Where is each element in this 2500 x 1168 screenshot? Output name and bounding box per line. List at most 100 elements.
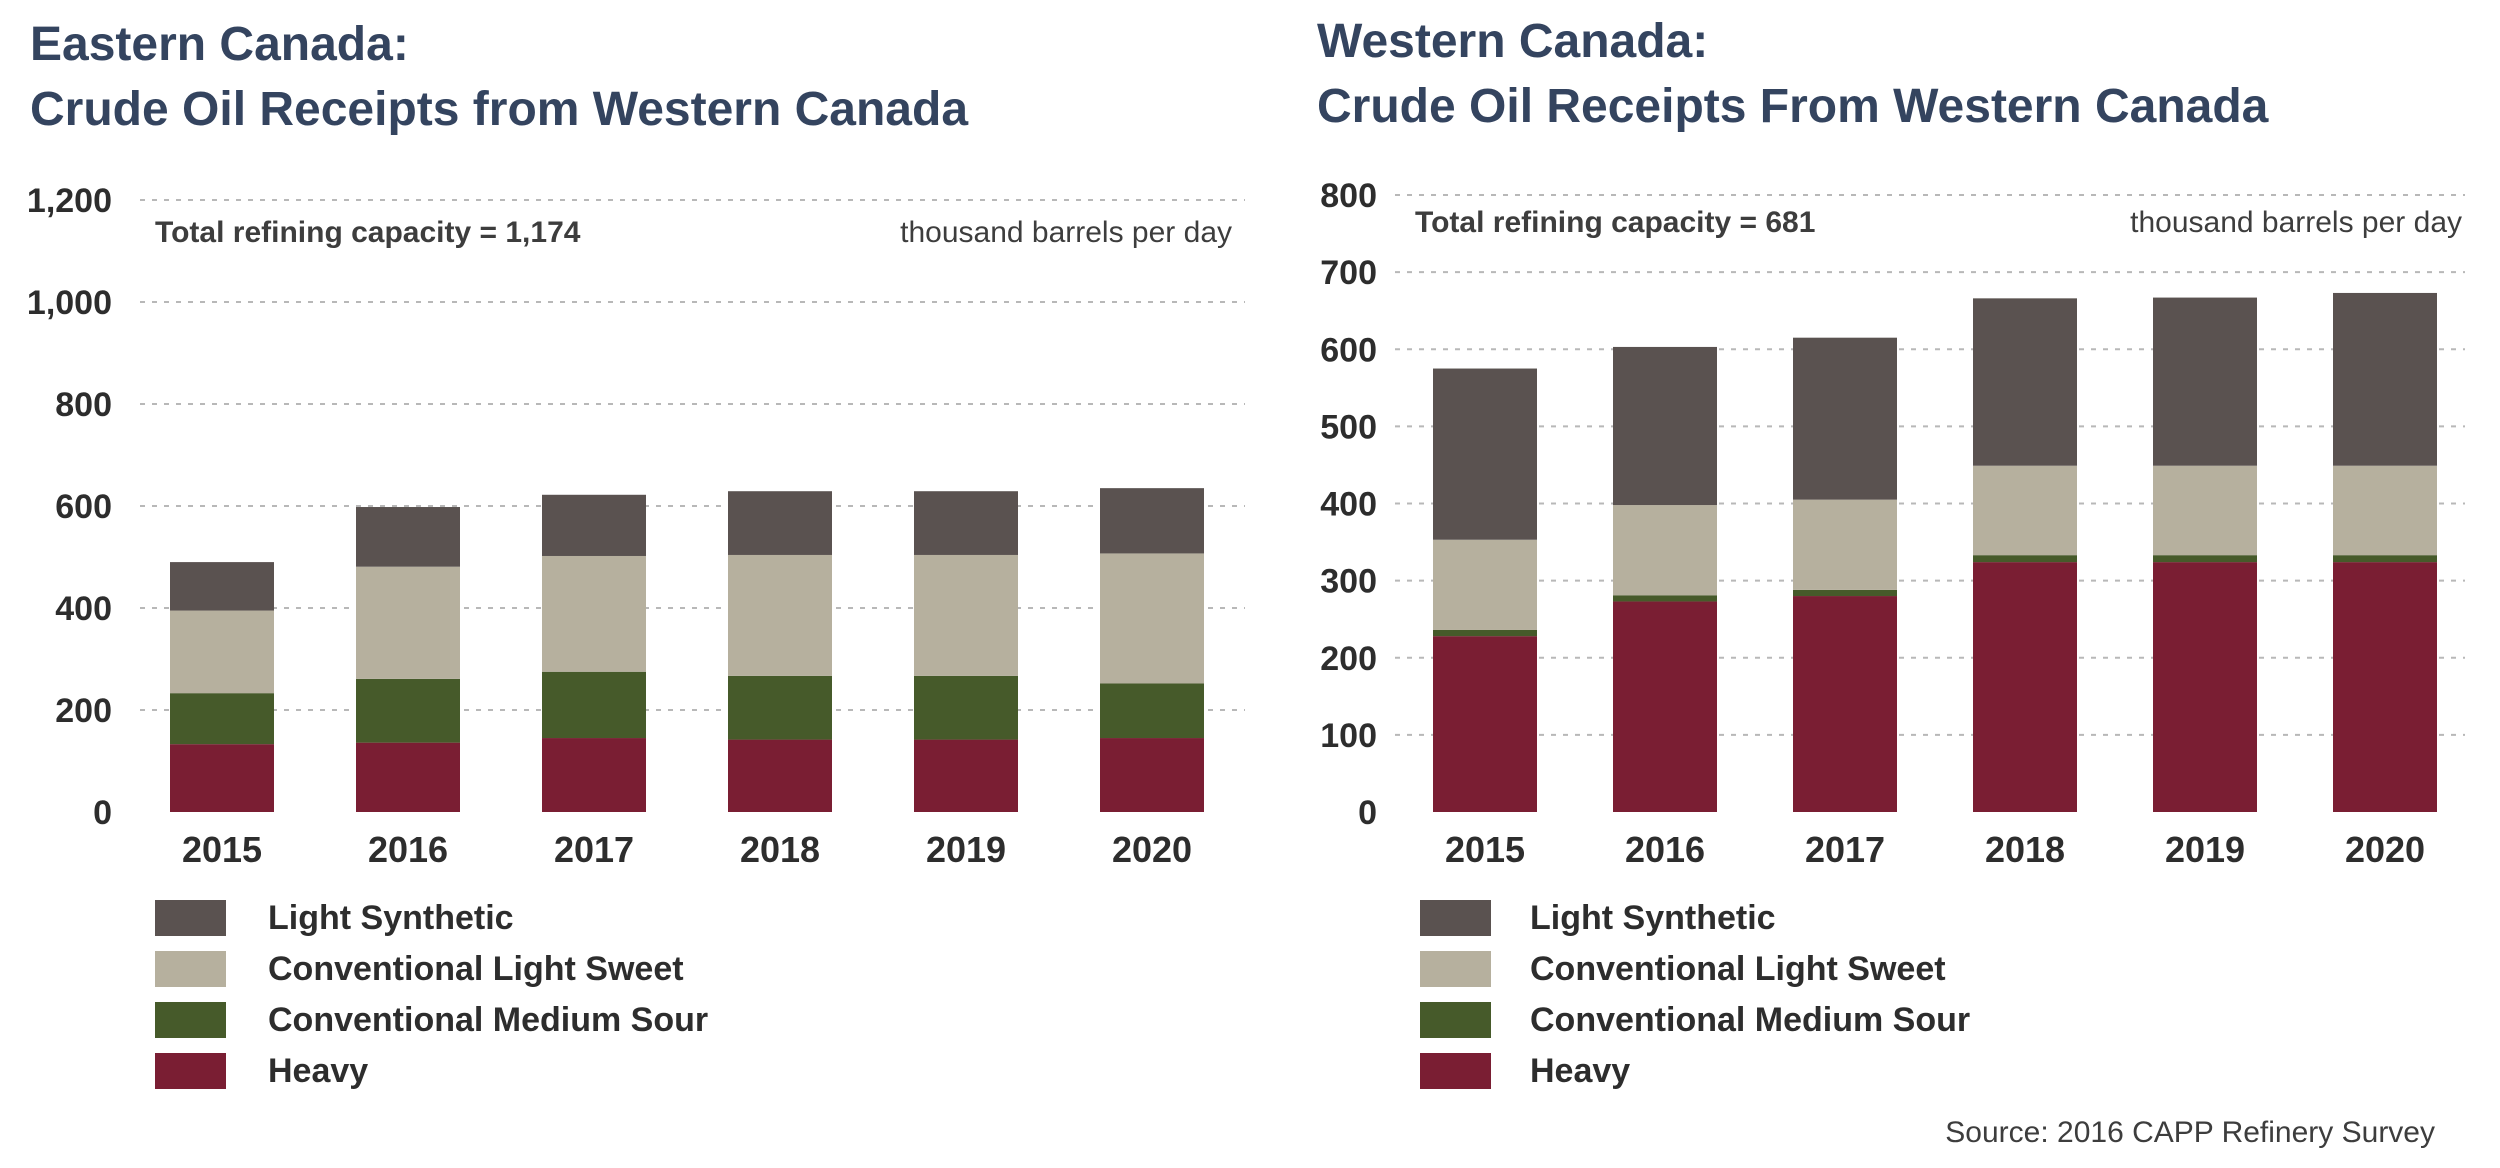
y-tick-label: 400 [1320, 486, 1377, 524]
bar-segment-conventional-light-sweet [914, 554, 1018, 676]
bar-segment-light-synthetic [1793, 337, 1897, 500]
bar-segment-light-synthetic [356, 507, 460, 567]
bar-segment-conventional-light-sweet [356, 566, 460, 679]
legend-swatch-heavy [1420, 1053, 1491, 1089]
legend-label-conventional-medium-sour: Conventional Medium Sour [268, 1001, 708, 1039]
bar-segment-light-synthetic [1973, 298, 2077, 466]
bar-segment-light-synthetic [1613, 346, 1717, 506]
bar-segment-conventional-light-sweet [728, 554, 832, 676]
chart-title-line1: Western Canada: [1317, 15, 1708, 68]
bar-segment-light-synthetic [1100, 488, 1204, 554]
bar-segment-conventional-medium-sour [728, 675, 832, 740]
x-tick-label: 2019 [926, 829, 1006, 870]
bar-segment-light-synthetic [542, 494, 646, 556]
eastern-canada-chart: Eastern Canada: Crude Oil Receipts from … [27, 18, 1245, 1090]
bar-segment-conventional-medium-sour [170, 693, 274, 745]
chart-title-line2: Crude Oil Receipts From Western Canada [1317, 80, 2269, 133]
x-tick-label: 2015 [182, 829, 262, 870]
x-tick-label: 2017 [1805, 829, 1885, 870]
bar-segment-conventional-medium-sour [1973, 555, 2077, 563]
x-tick-label: 2020 [1112, 829, 1192, 870]
bar-segment-conventional-medium-sour [2333, 555, 2437, 563]
legend-label-heavy: Heavy [1530, 1052, 1630, 1090]
y-tick-label: 300 [1320, 563, 1377, 601]
bar-segment-conventional-light-sweet [2333, 465, 2437, 556]
y-tick-label: 200 [55, 692, 112, 730]
bar-segment-conventional-medium-sour [914, 675, 1018, 740]
bar-segment-conventional-medium-sour [1613, 595, 1717, 602]
chart-title-line2: Crude Oil Receipts from Western Canada [30, 83, 968, 136]
y-tick-label: 200 [1320, 640, 1377, 678]
legend-swatch-conventional-light-sweet [155, 951, 226, 987]
bar-segment-heavy [1100, 738, 1204, 812]
y-tick-label: 1,200 [27, 182, 112, 220]
x-tick-label: 2017 [554, 829, 634, 870]
legend-label-light-synthetic: Light Synthetic [268, 899, 514, 937]
y-tick-label: 0 [1358, 794, 1377, 832]
bar-segment-heavy [728, 739, 832, 812]
bar-segment-conventional-light-sweet [1793, 499, 1897, 590]
bar-segment-conventional-medium-sour [2153, 555, 2257, 563]
legend-label-conventional-medium-sour: Conventional Medium Sour [1530, 1001, 1970, 1039]
legend-swatch-conventional-medium-sour [1420, 1002, 1491, 1038]
bar-segment-conventional-medium-sour [1100, 683, 1204, 739]
bar-segment-conventional-light-sweet [542, 555, 646, 672]
y-tick-label: 500 [1320, 408, 1377, 446]
units-label: thousand barrels per day [2130, 206, 2462, 239]
western-canada-chart: Western Canada: Crude Oil Receipts From … [1317, 15, 2465, 1090]
bar-segment-conventional-light-sweet [2153, 465, 2257, 556]
bar-segment-light-synthetic [1433, 368, 1537, 540]
y-tick-label: 100 [1320, 717, 1377, 755]
bar-segment-heavy [356, 742, 460, 812]
legend-swatch-conventional-light-sweet [1420, 951, 1491, 987]
legend-label-light-synthetic: Light Synthetic [1530, 899, 1776, 937]
legend-swatch-light-synthetic [1420, 900, 1491, 936]
units-label: thousand barrels per day [900, 216, 1232, 249]
y-tick-label: 400 [55, 590, 112, 628]
x-tick-label: 2016 [1625, 829, 1705, 870]
bar-segment-heavy [542, 738, 646, 812]
source-note: Source: 2016 CAPP Refinery Survey [1945, 1116, 2435, 1149]
legend-swatch-heavy [155, 1053, 226, 1089]
capacity-annotation: Total refining capacity = 681 [1415, 206, 1815, 239]
x-tick-label: 2018 [1985, 829, 2065, 870]
x-tick-label: 2019 [2165, 829, 2245, 870]
y-tick-label: 700 [1320, 254, 1377, 292]
legend-label-conventional-light-sweet: Conventional Light Sweet [268, 950, 684, 988]
x-tick-label: 2016 [368, 829, 448, 870]
bar-segment-heavy [2153, 562, 2257, 812]
x-tick-label: 2018 [740, 829, 820, 870]
x-tick-label: 2020 [2345, 829, 2425, 870]
bar-segment-conventional-light-sweet [1973, 465, 2077, 556]
bar-segment-heavy [1433, 636, 1537, 812]
bar-segment-light-synthetic [728, 491, 832, 555]
capacity-annotation: Total refining capacity = 1,174 [155, 216, 581, 249]
bar-segment-conventional-medium-sour [356, 678, 460, 743]
bar-segment-conventional-light-sweet [1433, 539, 1537, 630]
chart-title-line1: Eastern Canada: [30, 18, 409, 71]
bar-segment-heavy [914, 739, 1018, 812]
bar-segment-light-synthetic [2333, 292, 2437, 466]
bar-segment-light-synthetic [170, 562, 274, 611]
bar-segment-conventional-light-sweet [1100, 553, 1204, 684]
y-tick-label: 1,000 [27, 284, 112, 322]
legend-label-heavy: Heavy [268, 1052, 368, 1090]
bar-segment-heavy [1973, 562, 2077, 812]
y-tick-label: 800 [55, 386, 112, 424]
bar-segment-heavy [1793, 596, 1897, 812]
y-tick-label: 600 [1320, 331, 1377, 369]
y-tick-label: 800 [1320, 177, 1377, 215]
bar-segment-heavy [170, 744, 274, 812]
bar-segment-light-synthetic [914, 491, 1018, 555]
legend-swatch-conventional-medium-sour [155, 1002, 226, 1038]
bar-segment-conventional-light-sweet [1613, 505, 1717, 596]
bar-segment-light-synthetic [2153, 297, 2257, 466]
legend-label-conventional-light-sweet: Conventional Light Sweet [1530, 950, 1946, 988]
bar-segment-conventional-light-sweet [170, 610, 274, 694]
bar-segment-heavy [1613, 601, 1717, 812]
y-tick-label: 0 [93, 794, 112, 832]
x-tick-label: 2015 [1445, 829, 1525, 870]
legend-swatch-light-synthetic [155, 900, 226, 936]
y-tick-label: 600 [55, 488, 112, 526]
